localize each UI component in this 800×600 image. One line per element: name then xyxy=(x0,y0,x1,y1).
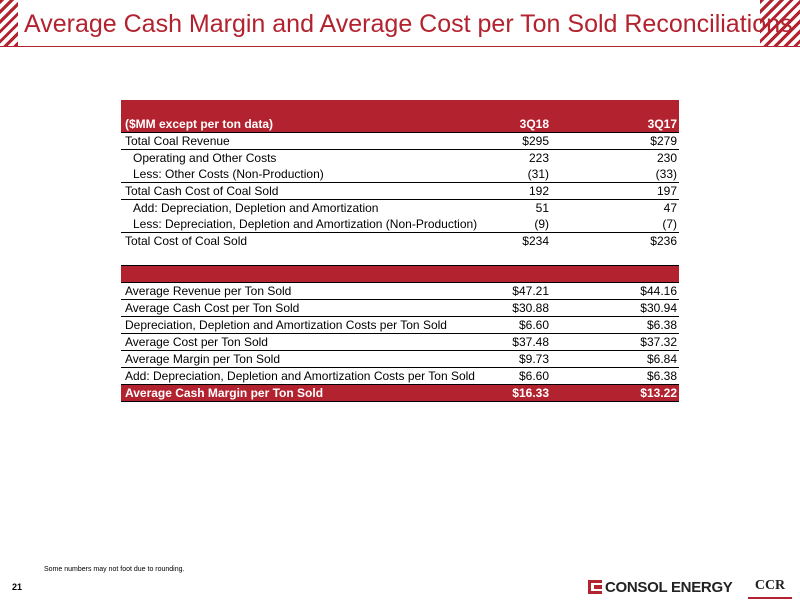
row-value-3q17: 197 xyxy=(589,182,679,200)
table-row: Depreciation, Depletion and Amortization… xyxy=(121,316,679,334)
consol-logo-icon xyxy=(588,580,602,594)
section-gap xyxy=(121,249,679,266)
row-value-3q18: $9.73 xyxy=(489,350,589,368)
brand-name: CONSOL ENERGY xyxy=(605,578,733,596)
table-header-row: ($MM except per ton data) 3Q18 3Q17 xyxy=(121,116,679,133)
table-row: Total Cash Cost of Coal Sold 192 197 xyxy=(121,182,679,200)
row-value-3q17: 47 xyxy=(663,201,677,215)
row-value-3q18: 51 xyxy=(535,201,549,215)
section-divider-band xyxy=(121,265,679,283)
table-row: Average Revenue per Ton Sold $47.21 $44.… xyxy=(121,282,679,300)
row-value-3q18: $234 xyxy=(522,234,549,248)
row-label: Add: Depreciation, Depletion and Amortiz… xyxy=(121,367,489,385)
row-value-3q17: $6.38 xyxy=(589,316,679,334)
table-row: Less: Other Costs (Non-Production) (31) … xyxy=(121,166,679,183)
row-value-3q18: $37.48 xyxy=(489,333,589,351)
row-label: Average Cash Margin per Ton Sold xyxy=(121,384,489,402)
row-label: Operating and Other Costs xyxy=(133,151,277,165)
row-label: Total Coal Revenue xyxy=(121,132,489,150)
header-stripes-left xyxy=(0,0,18,46)
table-row: Average Cost per Ton Sold $37.48 $37.32 xyxy=(121,333,679,351)
row-value-3q17: (7) xyxy=(589,216,679,233)
row-value-3q18: 192 xyxy=(489,182,589,200)
reconciliation-table: ($MM except per ton data) 3Q18 3Q17 Tota… xyxy=(121,100,679,402)
header-stripes-right xyxy=(760,0,800,46)
header-col-3q17: 3Q17 xyxy=(589,116,679,133)
table-row: Total Coal Revenue $295 $279 xyxy=(121,132,679,150)
table-row: Less: Depreciation, Depletion and Amorti… xyxy=(121,216,679,233)
row-value-3q17: $236 xyxy=(650,234,677,248)
title-divider xyxy=(0,46,800,47)
row-label: Total Cash Cost of Coal Sold xyxy=(121,182,489,200)
row-value-3q18: 223 xyxy=(528,151,549,165)
row-value-3q17: $37.32 xyxy=(589,333,679,351)
table-row: Add: Depreciation, Depletion and Amortiz… xyxy=(121,367,679,385)
table-total-row: Average Cash Margin per Ton Sold $16.33 … xyxy=(121,384,679,402)
table-row: Average Cash Cost per Ton Sold $30.88 $3… xyxy=(121,299,679,317)
row-label: Less: Depreciation, Depletion and Amorti… xyxy=(121,216,489,233)
row-value-3q17: $279 xyxy=(589,132,679,150)
ccr-logo: CCR xyxy=(748,575,792,599)
row-value-3q18: $6.60 xyxy=(489,316,589,334)
row-value-3q17: $6.84 xyxy=(589,350,679,368)
table-row: Add: Depreciation, Depletion and Amortiz… xyxy=(121,200,679,217)
table-top-band xyxy=(121,100,679,116)
row-label: Depreciation, Depletion and Amortization… xyxy=(121,316,489,334)
row-label: Average Cost per Ton Sold xyxy=(121,333,489,351)
consol-energy-logo: CONSOL ENERGY xyxy=(588,578,733,596)
header-label: ($MM except per ton data) xyxy=(121,116,489,133)
row-value-3q18: (31) xyxy=(489,166,589,183)
row-value-3q17: $44.16 xyxy=(589,282,679,300)
row-value-3q17: $30.94 xyxy=(589,299,679,317)
row-label: Average Cash Cost per Ton Sold xyxy=(121,299,489,317)
row-value-3q17: 230 xyxy=(656,151,677,165)
table-row: Average Margin per Ton Sold $9.73 $6.84 xyxy=(121,350,679,368)
table-row: Operating and Other Costs 223 230 xyxy=(121,150,679,167)
footnote: Some numbers may not foot due to roundin… xyxy=(44,566,185,573)
table-row: Total Cost of Coal Sold $234 $236 xyxy=(121,233,679,250)
row-value-3q18: $6.60 xyxy=(489,367,589,385)
row-label: Average Margin per Ton Sold xyxy=(121,350,489,368)
row-value-3q18: $30.88 xyxy=(489,299,589,317)
header-col-3q18: 3Q18 xyxy=(489,116,589,133)
row-label: Less: Other Costs (Non-Production) xyxy=(121,166,489,183)
row-label: Add: Depreciation, Depletion and Amortiz… xyxy=(133,201,379,215)
slide-title: Average Cash Margin and Average Cost per… xyxy=(24,10,793,38)
row-value-3q17: $6.38 xyxy=(589,367,679,385)
row-value-3q18: $47.21 xyxy=(489,282,589,300)
row-value-3q17: $13.22 xyxy=(589,384,679,402)
row-value-3q18: $16.33 xyxy=(489,384,589,402)
row-label: Average Revenue per Ton Sold xyxy=(121,282,489,300)
row-value-3q18: $295 xyxy=(489,132,589,150)
row-label: Total Cost of Coal Sold xyxy=(125,234,248,248)
page-number: 21 xyxy=(12,582,23,592)
row-value-3q18: (9) xyxy=(489,216,589,233)
row-value-3q17: (33) xyxy=(589,166,679,183)
